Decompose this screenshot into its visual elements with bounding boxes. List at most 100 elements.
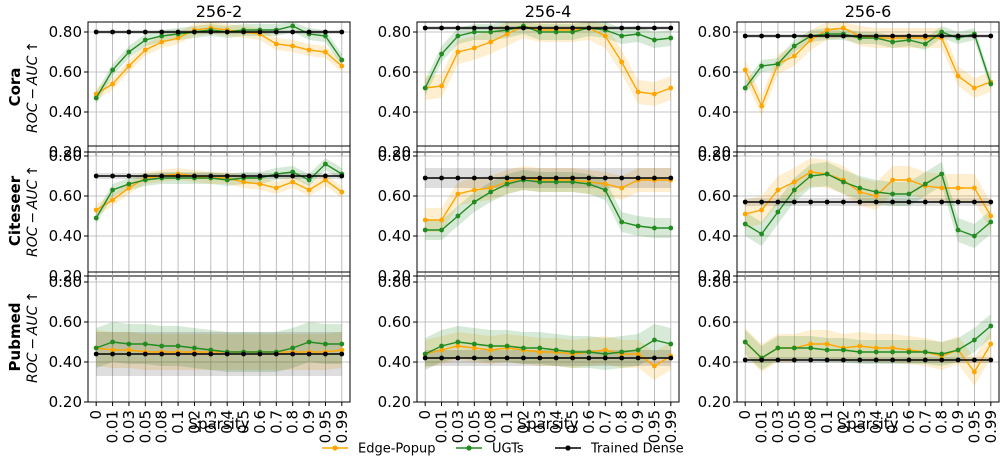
- marker-edge_popup: [972, 185, 977, 191]
- marker-ugts: [93, 345, 99, 351]
- marker-ugts: [939, 29, 945, 35]
- x-tick-label: 0.05: [465, 410, 483, 443]
- marker-edge_popup: [988, 213, 994, 219]
- marker-edge_popup: [602, 33, 608, 39]
- marker-trained_dense: [586, 175, 592, 181]
- marker-trained_dense: [824, 357, 830, 363]
- marker-ugts: [922, 181, 928, 187]
- marker-trained_dense: [619, 355, 625, 361]
- marker-ugts: [126, 341, 132, 347]
- marker-trained_dense: [857, 357, 863, 363]
- marker-edge_popup: [110, 347, 115, 353]
- x-tick-label: 0.08: [153, 410, 171, 443]
- marker-edge_popup: [290, 179, 296, 185]
- legend-label: Trained Dense: [590, 442, 684, 457]
- y-tick-label: 0.40: [378, 103, 411, 121]
- marker-ugts: [759, 63, 764, 69]
- marker-trained_dense: [504, 355, 510, 361]
- panel-cora-256-2: 0.20 0.40 0.60 0.80: [49, 21, 351, 161]
- marker-trained_dense: [570, 175, 575, 181]
- marker-ugts: [439, 227, 444, 233]
- marker-trained_dense: [455, 175, 461, 181]
- marker-ugts: [142, 37, 148, 43]
- marker-edge_popup: [988, 341, 994, 347]
- marker-trained_dense: [192, 29, 197, 35]
- marker-ugts: [306, 177, 312, 183]
- line-ugts: [425, 179, 671, 231]
- marker-edge_popup: [455, 191, 461, 197]
- marker-ugts: [857, 349, 863, 355]
- y-tick-label: 0.20: [698, 143, 731, 161]
- marker-ugts: [159, 33, 165, 39]
- marker-trained_dense: [422, 25, 428, 31]
- marker-trained_dense: [521, 355, 526, 361]
- x-tick-label: 0.5: [884, 410, 902, 434]
- marker-ugts: [635, 223, 641, 229]
- marker-ugts: [906, 349, 912, 355]
- marker-ugts: [791, 345, 797, 351]
- row-label-cora: Cora: [6, 68, 24, 107]
- marker-trained_dense: [159, 173, 165, 179]
- marker-trained_dense: [241, 351, 247, 357]
- marker-trained_dense: [208, 173, 214, 179]
- marker-ugts: [553, 29, 559, 35]
- line-ugts: [424, 25, 671, 89]
- marker-trained_dense: [488, 355, 494, 361]
- marker-trained_dense: [290, 351, 296, 357]
- marker-edge_popup: [455, 343, 461, 349]
- line-edge_popup: [95, 173, 343, 211]
- y-tick-label: 0.80: [49, 23, 82, 41]
- marker-ugts: [553, 347, 559, 353]
- line-edge_popup: [425, 25, 672, 95]
- marker-edge_popup: [93, 207, 99, 213]
- marker-edge_popup: [635, 351, 641, 357]
- marker-ugts: [471, 199, 477, 205]
- marker-edge_popup: [873, 345, 879, 351]
- marker-trained_dense: [652, 355, 657, 361]
- marker-trained_dense: [972, 33, 977, 39]
- marker-trained_dense: [619, 175, 625, 181]
- line-edge_popup: [95, 27, 343, 95]
- marker-edge_popup: [759, 207, 764, 213]
- line-edge_popup: [745, 171, 992, 217]
- marker-ugts: [471, 341, 477, 347]
- marker-ugts: [142, 177, 148, 183]
- row-label-pubmed: Pubmed: [6, 303, 24, 372]
- legend-item-edge_popup[interactable]: Edge-Popup: [322, 442, 435, 457]
- x-tick-label: 0.9: [949, 410, 967, 434]
- marker-edge_popup: [422, 217, 428, 223]
- legend-item-ugts[interactable]: UGTs: [456, 442, 524, 457]
- marker-edge_popup: [241, 179, 247, 185]
- marker-edge_popup: [824, 341, 830, 347]
- y-axis-label: ROC − AUC ↑: [25, 41, 41, 133]
- x-tick-label: 0.95: [645, 410, 663, 443]
- legend-label: Edge-Popup: [358, 442, 435, 457]
- marker-edge_popup: [652, 363, 657, 369]
- panel-citeseer-256-2: 0.20 0.40 0.60 0.80: [49, 145, 351, 285]
- marker-edge_popup: [808, 341, 814, 347]
- marker-trained_dense: [126, 351, 132, 357]
- panel-frame: [736, 21, 1000, 153]
- marker-ugts: [742, 339, 748, 345]
- marker-ugts: [668, 225, 674, 231]
- panel-cora-256-6: 0.20 0.40 0.60 0.80: [698, 21, 1000, 161]
- marker-ugts: [586, 181, 592, 187]
- marker-trained_dense: [224, 173, 230, 179]
- marker-trained_dense: [824, 199, 830, 205]
- panel-frame: [87, 271, 351, 403]
- marker-ugts: [602, 187, 608, 193]
- marker-edge_popup: [857, 189, 863, 195]
- marker-trained_dense: [841, 199, 846, 205]
- marker-trained_dense: [537, 25, 543, 31]
- band-ugts: [745, 314, 991, 370]
- x-tick-label: 0.99: [982, 410, 1000, 443]
- x-tick-label: 0.05: [785, 410, 803, 443]
- marker-ugts: [939, 351, 945, 357]
- marker-edge_popup: [808, 169, 814, 175]
- legend-item-trained_dense[interactable]: Trained Dense: [555, 442, 684, 457]
- marker-ugts: [841, 347, 846, 353]
- marker-trained_dense: [273, 29, 279, 35]
- panel-pubmed-256-6: 0.200.400.600.8000.010.030.050.080.10.20…: [698, 271, 1000, 443]
- marker-ugts: [742, 221, 748, 227]
- marker-trained_dense: [841, 33, 846, 39]
